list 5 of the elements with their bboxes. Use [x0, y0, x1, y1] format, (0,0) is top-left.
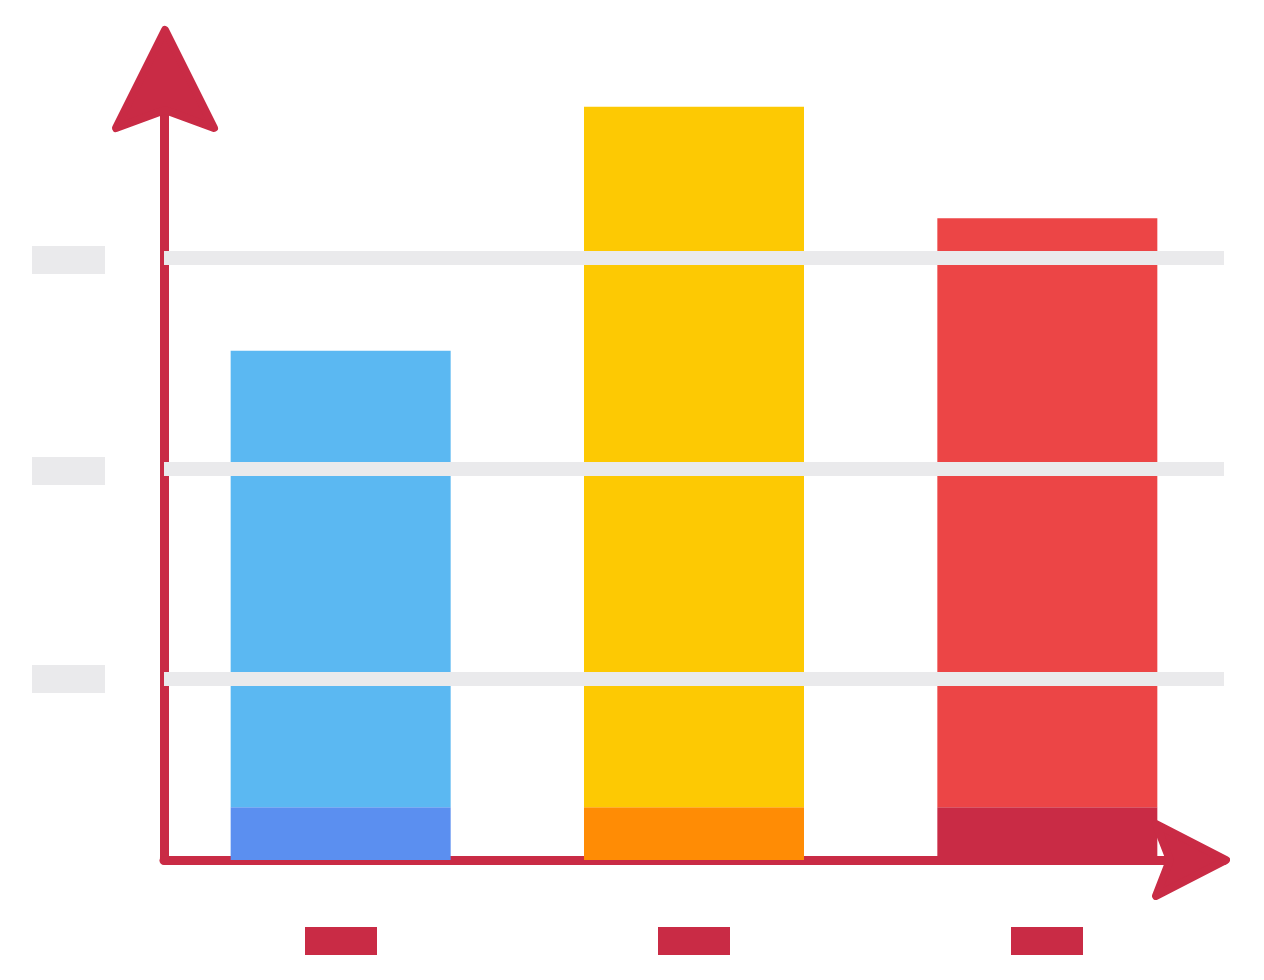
bar [230, 807, 451, 860]
bar [584, 807, 804, 860]
bar [937, 218, 1158, 808]
bar [230, 350, 451, 808]
bar [584, 106, 804, 808]
